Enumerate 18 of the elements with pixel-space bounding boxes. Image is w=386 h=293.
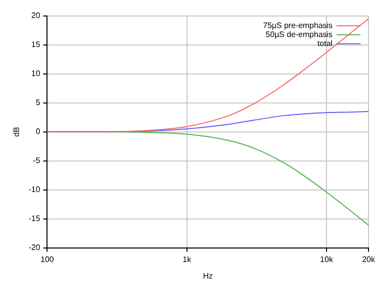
legend-label: 50µS de-emphasis	[266, 30, 333, 40]
legend-label: total	[317, 39, 333, 48]
y-axis-title: dB	[12, 126, 22, 137]
y-tick-label: 15	[31, 40, 41, 50]
y-tick-label: -10	[28, 185, 41, 194]
y-tick-label: -20	[28, 243, 41, 252]
x-tick-label: 20k	[362, 254, 376, 264]
y-tick-label: -15	[28, 214, 41, 224]
legend-label: 75µS pre-emphasis	[263, 21, 333, 30]
y-tick-label: 0	[36, 127, 41, 136]
y-tick-label: 10	[31, 69, 41, 78]
y-tick-label: 5	[36, 98, 41, 108]
x-tick-label: 10k	[320, 254, 334, 264]
x-axis-title: Hz	[202, 271, 213, 280]
y-tick-label: 20	[31, 11, 41, 20]
x-tick-label: 1k	[182, 254, 192, 264]
x-tick-label: 100	[40, 254, 54, 264]
y-tick-label: -5	[33, 156, 41, 166]
